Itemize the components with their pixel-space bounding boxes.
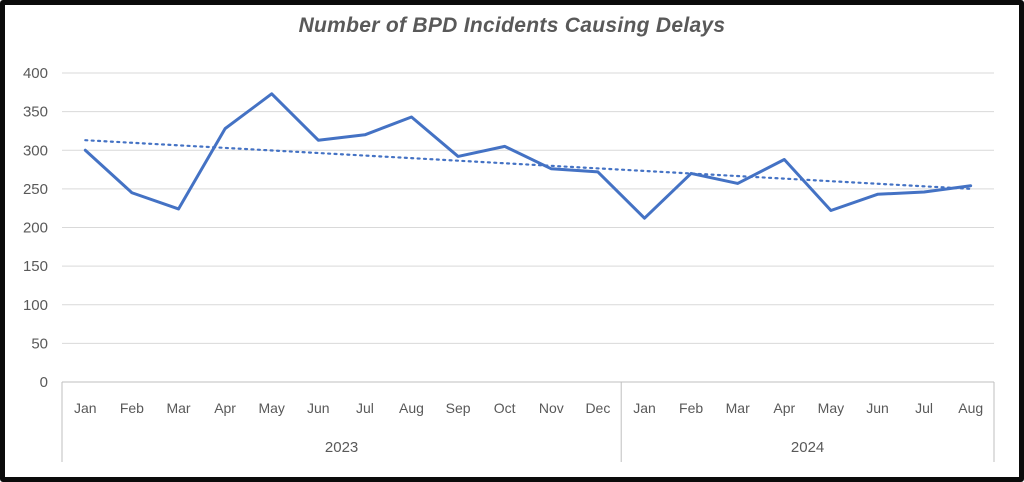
- y-tick-label: 150: [23, 258, 48, 275]
- x-tick-label: Aug: [958, 400, 983, 416]
- y-tick-label: 0: [40, 374, 48, 391]
- y-tick-label: 50: [31, 335, 48, 352]
- y-tick-label: 400: [23, 65, 48, 82]
- x-tick-label: Mar: [726, 400, 750, 416]
- line-chart: 0 50 100 150 200 250 300 350 400 Jan Feb Mar Apr May J…: [23, 65, 995, 462]
- x-tick-label: Sep: [446, 400, 471, 416]
- chart-title: Number of BPD Incidents Causing Delays: [298, 14, 726, 37]
- x-tick-label: Dec: [585, 400, 610, 416]
- y-tick-label: 100: [23, 297, 48, 314]
- incidents-series: [83, 92, 973, 220]
- x-tick-label: Mar: [166, 400, 190, 416]
- x-tick-label: Aug: [399, 400, 424, 416]
- x-tick-label: Apr: [214, 400, 236, 416]
- x-tick-label: Jun: [866, 400, 889, 416]
- x-tick-label: Nov: [539, 400, 564, 416]
- x-tick-label: Jan: [74, 400, 97, 416]
- y-tick-label: 300: [23, 142, 48, 159]
- year-group-label: 2024: [791, 439, 824, 456]
- x-tick-label: Jul: [915, 400, 933, 416]
- x-tick-label: Jun: [307, 400, 330, 416]
- x-tick-label: Feb: [679, 400, 703, 416]
- year-group-label: 2023: [325, 439, 358, 456]
- x-tick-label: Jul: [356, 400, 374, 416]
- x-tick-label: Apr: [773, 400, 795, 416]
- y-tick-label: 250: [23, 181, 48, 198]
- trendline-series: [84, 139, 972, 190]
- x-tick-label: May: [818, 400, 844, 416]
- y-tick-label: 350: [23, 104, 48, 121]
- y-tick-label: 200: [23, 220, 48, 237]
- x-tick-label: Oct: [494, 400, 516, 416]
- x-tick-label: May: [258, 400, 284, 416]
- x-tick-label: Feb: [120, 400, 144, 416]
- x-tick-label: Jan: [633, 400, 656, 416]
